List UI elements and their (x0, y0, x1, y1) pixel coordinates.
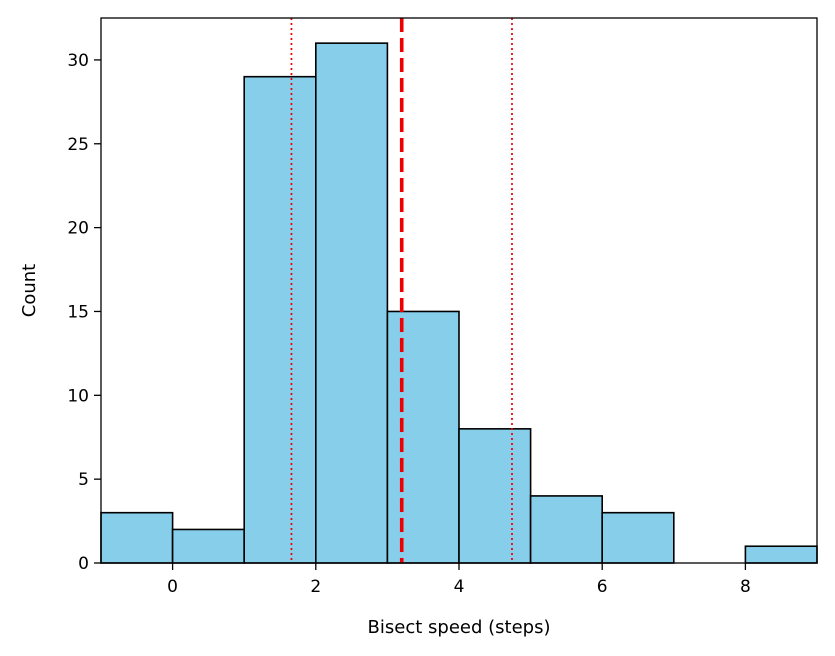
histogram-bar (744, 545, 818, 564)
x-tick-label: 2 (310, 577, 321, 597)
histogram-bar (314, 42, 389, 564)
histogram-bar (529, 495, 603, 564)
y-tick-label: 30 (67, 51, 89, 71)
histogram-bar (601, 511, 675, 564)
x-tick-label: 0 (167, 577, 178, 597)
x-axis-ticks: 0 2 4 6 8 (167, 563, 751, 597)
histogram-bar (458, 428, 532, 564)
histogram-bar (171, 528, 246, 564)
y-tick-label: 5 (78, 470, 89, 490)
y-tick-label: 25 (67, 135, 89, 155)
y-tick-label: 0 (78, 554, 89, 574)
bars-group (100, 42, 818, 564)
y-tick-label: 20 (67, 219, 89, 239)
y-tick-label: 15 (67, 302, 89, 322)
x-tick-label: 6 (597, 577, 608, 597)
y-tick-label: 10 (67, 386, 89, 406)
histogram-bar (386, 310, 460, 564)
x-tick-label: 8 (740, 577, 751, 597)
x-axis-label: Bisect speed (steps) (368, 617, 551, 638)
y-axis-ticks: 0 5 10 15 20 25 30 (67, 51, 101, 574)
histogram-bar (100, 511, 174, 564)
reference-lines-group (290, 18, 513, 563)
y-axis-label: Count (19, 264, 40, 317)
x-tick-label: 4 (454, 577, 465, 597)
histogram-bar (243, 75, 317, 564)
